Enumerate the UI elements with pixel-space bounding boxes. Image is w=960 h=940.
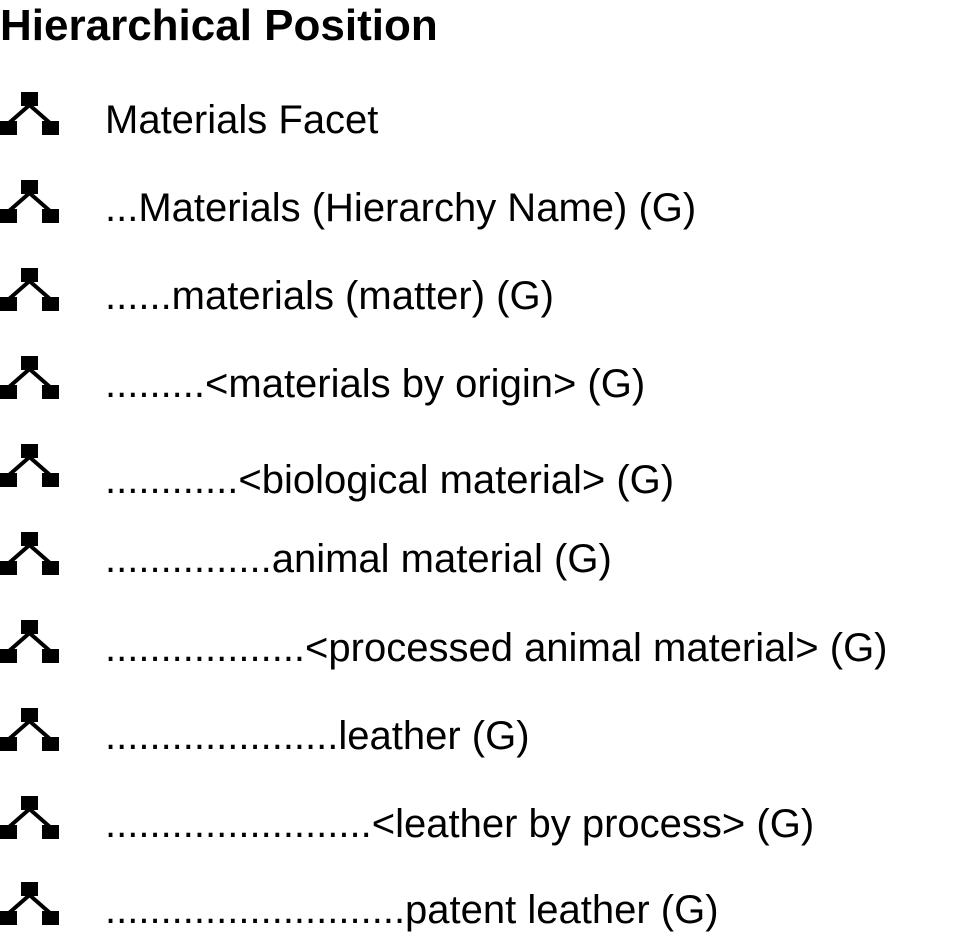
page-title: Hierarchical Position bbox=[0, 1, 438, 50]
hierarchy-item[interactable]: ............<biological material> (G) bbox=[0, 442, 960, 502]
hierarchy-item-label: ...............animal material (G) bbox=[105, 537, 612, 581]
hierarchy-item-label: ..................<processed animal mate… bbox=[105, 626, 888, 670]
hierarchy-item-label: .....................leather (G) bbox=[105, 714, 530, 758]
hierarchy-item[interactable]: ..................<processed animal mate… bbox=[0, 618, 960, 678]
hierarchy-icon[interactable] bbox=[0, 618, 60, 678]
hierarchy-item[interactable]: .....................leather (G) bbox=[0, 706, 960, 766]
hierarchy-item-label: ...........................patent leathe… bbox=[105, 888, 719, 932]
hierarchy-item-label: .........<materials by origin> (G) bbox=[105, 362, 646, 406]
hierarchy-item-label: ........................<leather by proc… bbox=[105, 802, 815, 846]
hierarchy-item-label: ...Materials (Hierarchy Name) (G) bbox=[105, 186, 697, 230]
hierarchy-item[interactable]: ...Materials (Hierarchy Name) (G) bbox=[0, 178, 960, 238]
hierarchy-item[interactable]: ...........................patent leathe… bbox=[0, 880, 960, 940]
hierarchy-item[interactable]: .........<materials by origin> (G) bbox=[0, 354, 960, 414]
hierarchy-item-label: Materials Facet bbox=[105, 98, 379, 142]
hierarchy-icon[interactable] bbox=[0, 880, 60, 940]
hierarchy-icon[interactable] bbox=[0, 530, 60, 590]
hierarchy-icon[interactable] bbox=[0, 266, 60, 326]
hierarchy-icon[interactable] bbox=[0, 178, 60, 238]
hierarchy-icon[interactable] bbox=[0, 706, 60, 766]
hierarchy-item[interactable]: Materials Facet bbox=[0, 90, 960, 150]
hierarchy-item[interactable]: ......materials (matter) (G) bbox=[0, 266, 960, 326]
hierarchy-item[interactable]: ........................<leather by proc… bbox=[0, 794, 960, 854]
hierarchy-item-label: ............<biological material> (G) bbox=[105, 458, 675, 502]
hierarchy-icon[interactable] bbox=[0, 354, 60, 414]
hierarchy-icon[interactable] bbox=[0, 90, 60, 150]
hierarchy-icon[interactable] bbox=[0, 442, 60, 502]
hierarchy-icon[interactable] bbox=[0, 794, 60, 854]
hierarchy-item[interactable]: ...............animal material (G) bbox=[0, 530, 960, 590]
hierarchy-item-label: ......materials (matter) (G) bbox=[105, 274, 554, 318]
